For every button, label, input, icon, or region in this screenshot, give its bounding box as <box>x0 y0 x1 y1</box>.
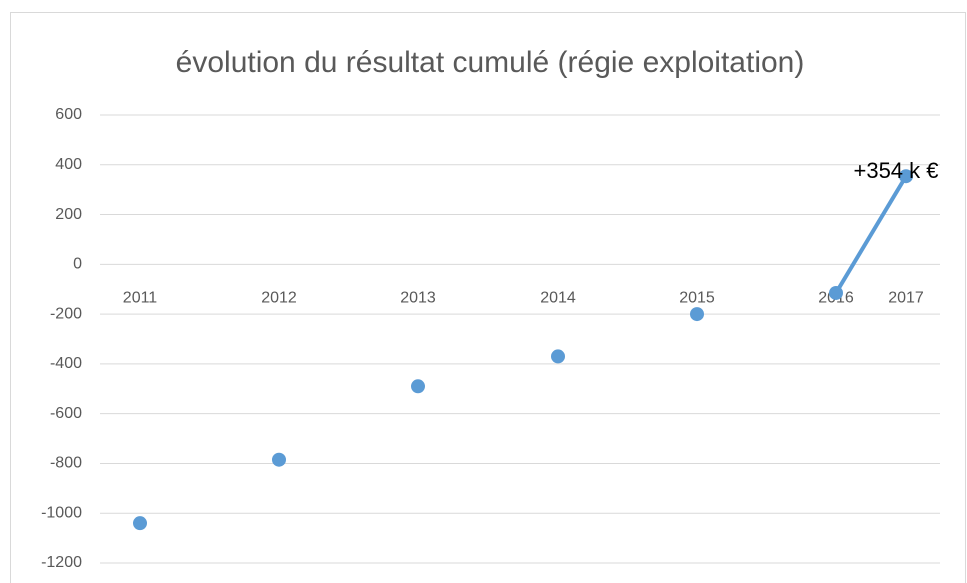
marker <box>411 379 425 394</box>
marker <box>899 169 913 184</box>
y-tick-label: -200 <box>50 305 82 322</box>
x-tick-label: 2014 <box>540 290 576 307</box>
x-tick-label: 2013 <box>400 290 436 307</box>
y-tick-label: -1000 <box>41 504 82 521</box>
y-tick-label: -600 <box>50 405 82 422</box>
line-segment <box>834 175 908 294</box>
x-tick-label: 2011 <box>123 290 158 307</box>
marker <box>133 516 147 531</box>
y-tick-label: -400 <box>50 355 82 372</box>
chart-border <box>10 12 966 583</box>
y-tick-label: 200 <box>55 206 82 223</box>
y-tick-label: -1200 <box>41 554 82 571</box>
marker <box>551 349 565 364</box>
y-tick-label: 0 <box>73 256 82 273</box>
x-tick-label: 2017 <box>888 290 924 307</box>
marker <box>272 452 286 467</box>
data-label: +354 k € <box>853 158 938 183</box>
x-tick-label: 2015 <box>679 290 715 307</box>
chart-title: évolution du résultat cumulé (régie expl… <box>176 46 805 79</box>
y-tick-label: 400 <box>55 156 82 173</box>
marker <box>690 307 704 322</box>
y-tick-label: 600 <box>55 106 82 123</box>
y-tick-label: -800 <box>50 455 82 472</box>
x-tick-label: 2012 <box>261 290 297 307</box>
marker <box>829 285 843 300</box>
